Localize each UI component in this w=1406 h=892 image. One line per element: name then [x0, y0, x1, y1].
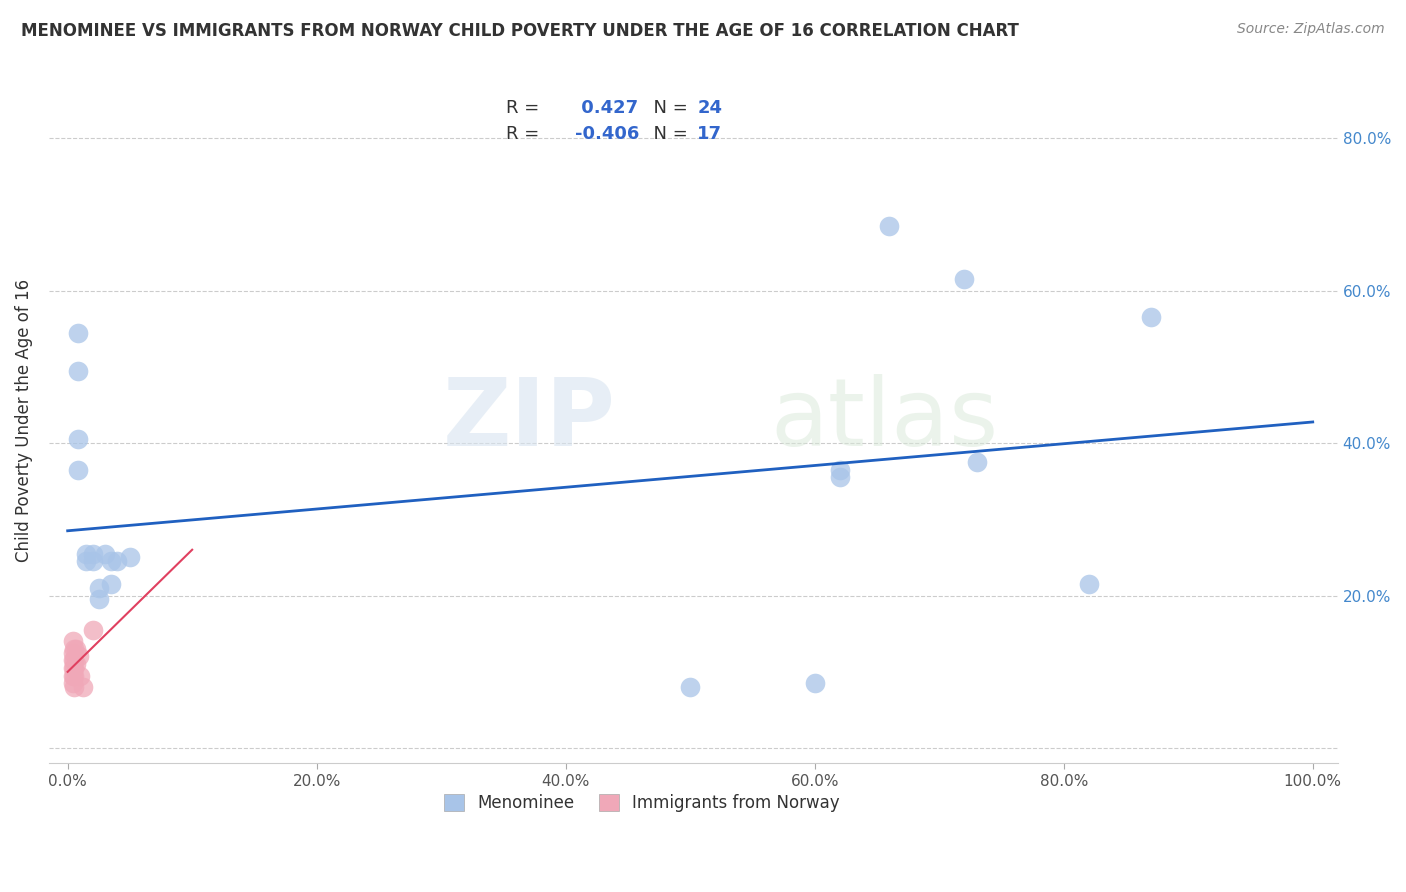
- Point: [66, 364, 89, 378]
- Point: [953, 272, 976, 286]
- Text: ZIP: ZIP: [443, 375, 616, 467]
- Point: [679, 680, 702, 694]
- Text: Source: ZipAtlas.com: Source: ZipAtlas.com: [1237, 22, 1385, 37]
- Point: [72, 680, 94, 694]
- Point: [65, 657, 87, 671]
- Point: [62, 676, 84, 690]
- Point: [66, 463, 89, 477]
- Point: [62, 634, 84, 648]
- Point: [100, 554, 122, 568]
- Point: [63, 680, 86, 694]
- Point: [62, 653, 84, 667]
- Point: [63, 653, 86, 667]
- Point: [87, 592, 110, 607]
- Point: [67, 649, 90, 664]
- Y-axis label: Child Poverty Under the Age of 16: Child Poverty Under the Age of 16: [15, 278, 32, 562]
- Legend: Menominee, Immigrants from Norway: Menominee, Immigrants from Norway: [432, 782, 852, 823]
- Point: [62, 668, 84, 682]
- Point: [75, 554, 97, 568]
- Point: [803, 676, 825, 690]
- Text: R =: R =: [506, 99, 546, 117]
- Point: [82, 547, 104, 561]
- Point: [87, 581, 110, 595]
- Point: [62, 646, 84, 660]
- Point: [94, 547, 117, 561]
- Point: [63, 668, 86, 682]
- Text: N =: N =: [641, 125, 693, 143]
- Text: 24: 24: [697, 99, 723, 117]
- Point: [82, 554, 104, 568]
- Point: [63, 641, 86, 656]
- Point: [82, 623, 104, 637]
- Point: [65, 641, 87, 656]
- Text: 17: 17: [697, 125, 723, 143]
- Text: MENOMINEE VS IMMIGRANTS FROM NORWAY CHILD POVERTY UNDER THE AGE OF 16 CORRELATIO: MENOMINEE VS IMMIGRANTS FROM NORWAY CHIL…: [21, 22, 1019, 40]
- Point: [118, 550, 141, 565]
- Point: [66, 433, 89, 447]
- Point: [828, 463, 851, 477]
- Text: N =: N =: [641, 99, 693, 117]
- Point: [966, 455, 988, 469]
- Point: [63, 661, 86, 675]
- Point: [100, 577, 122, 591]
- Point: [62, 661, 84, 675]
- Text: 0.427: 0.427: [575, 99, 638, 117]
- Point: [828, 470, 851, 484]
- Text: -0.406: -0.406: [575, 125, 640, 143]
- Point: [879, 219, 901, 233]
- Text: atlas: atlas: [770, 375, 998, 467]
- Point: [1077, 577, 1099, 591]
- Point: [75, 547, 97, 561]
- Point: [1140, 310, 1163, 325]
- Point: [66, 326, 89, 340]
- Point: [69, 668, 91, 682]
- Text: R =: R =: [506, 125, 546, 143]
- Point: [107, 554, 129, 568]
